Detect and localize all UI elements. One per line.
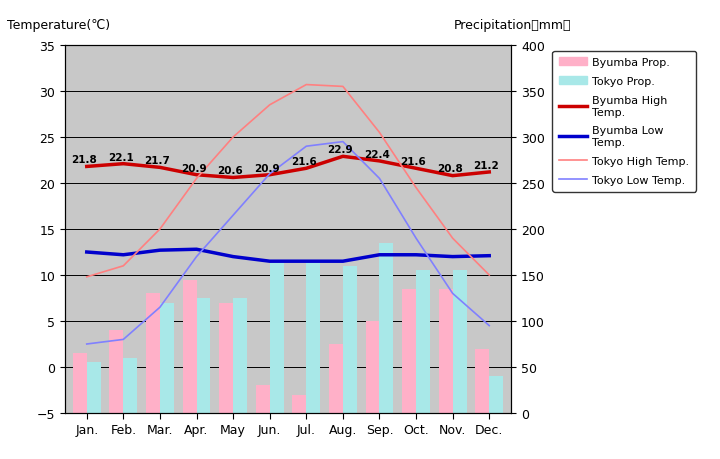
Bar [306,262,320,413]
Bar [146,294,160,413]
Text: Temperature(℃): Temperature(℃) [7,19,110,32]
Text: 22.1: 22.1 [108,152,133,162]
Bar [183,280,197,413]
Bar [219,303,233,413]
Bar [343,266,357,413]
Bar [475,349,490,413]
Bar [86,363,101,413]
Text: 21.8: 21.8 [71,155,97,165]
Bar [160,303,174,413]
Text: 21.7: 21.7 [144,156,170,166]
Text: 21.6: 21.6 [291,157,316,167]
Bar [416,271,430,413]
Bar [256,386,270,413]
Text: Precipitation（mm）: Precipitation（mm） [454,19,571,32]
Bar [73,353,86,413]
Bar [123,358,138,413]
Bar [379,243,393,413]
Legend: Byumba Prop., Tokyo Prop., Byumba High
Temp., Byumba Low
Temp., Tokyo High Temp.: Byumba Prop., Tokyo Prop., Byumba High T… [552,51,696,192]
Bar [233,298,247,413]
Text: 20.8: 20.8 [437,164,463,174]
Bar [329,344,343,413]
Bar [197,298,210,413]
Bar [453,271,467,413]
Bar [109,330,123,413]
Bar [402,289,416,413]
Text: 22.9: 22.9 [328,145,353,155]
Bar [490,376,503,413]
Bar [438,289,453,413]
Text: 20.9: 20.9 [254,163,280,173]
Text: 21.2: 21.2 [474,161,500,170]
Text: 21.6: 21.6 [400,157,426,167]
Text: 20.6: 20.6 [217,166,243,176]
Bar [366,321,379,413]
Text: 20.9: 20.9 [181,163,207,173]
Bar [292,395,306,413]
Text: 22.4: 22.4 [364,150,390,159]
Bar [270,262,284,413]
